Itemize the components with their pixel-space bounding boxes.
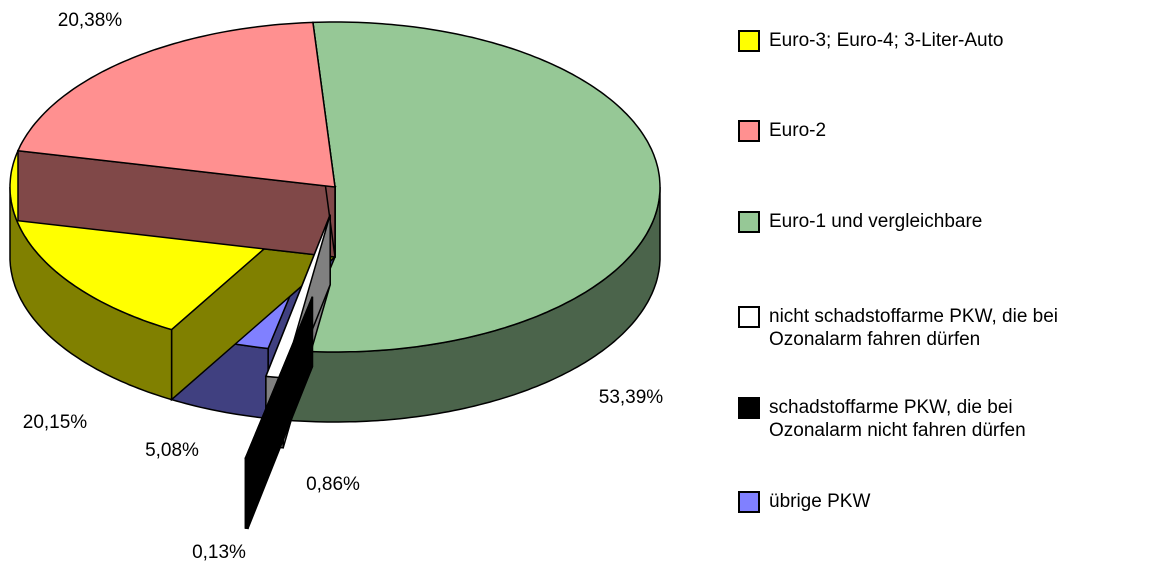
legend-item: schadstoffarme PKW, die bei Ozonalarm ni… xyxy=(738,396,1026,442)
legend-item: Euro-3; Euro-4; 3-Liter-Auto xyxy=(738,29,1003,52)
legend-swatch xyxy=(738,120,760,142)
legend-label: Euro-1 und vergleichbare xyxy=(769,211,983,232)
data-label: 0,13% xyxy=(192,542,246,563)
legend-item: Euro-2 xyxy=(738,119,826,142)
legend-item: übrige PKW xyxy=(738,490,870,513)
slice-side xyxy=(244,457,249,530)
data-label: 53,39% xyxy=(599,387,664,408)
legend-label: nicht schadstoffarme PKW, die bei Ozonal… xyxy=(769,306,1059,350)
data-label: 20,38% xyxy=(58,10,123,31)
legend-label: Euro-3; Euro-4; 3-Liter-Auto xyxy=(769,30,1004,51)
slice xyxy=(16,21,336,188)
slice xyxy=(287,21,661,353)
legend-swatch xyxy=(738,397,760,419)
legend-label: übrige PKW xyxy=(769,491,871,512)
legend-item: Euro-1 und vergleichbare xyxy=(738,210,982,233)
data-label: 0,86% xyxy=(306,474,360,495)
legend-swatch xyxy=(738,491,760,513)
legend-swatch xyxy=(738,306,760,328)
legend-swatch xyxy=(738,211,760,233)
legend-swatch xyxy=(738,30,760,52)
legend-label: Euro-2 xyxy=(769,120,827,141)
slice xyxy=(244,296,314,460)
data-label: 20,15% xyxy=(23,412,88,433)
legend-label: schadstoffarme PKW, die bei Ozonalarm ni… xyxy=(769,397,1026,441)
data-label: 5,08% xyxy=(145,440,199,461)
legend-item: nicht schadstoffarme PKW, die bei Ozonal… xyxy=(738,305,1058,351)
